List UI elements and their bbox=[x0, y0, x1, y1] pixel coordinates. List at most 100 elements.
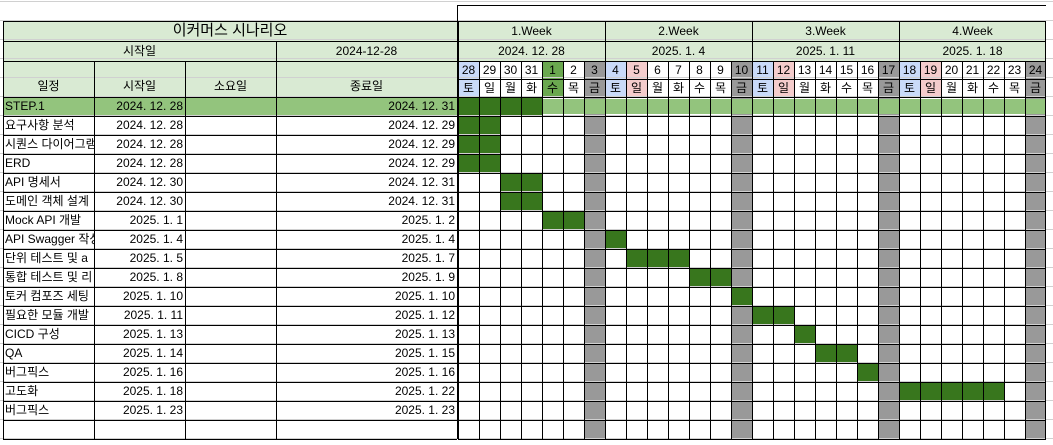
task-end[interactable]: 2025. 1. 4 bbox=[401, 232, 455, 246]
task-duration[interactable] bbox=[185, 116, 276, 135]
task-start[interactable]: 2025. 1. 1 bbox=[129, 213, 183, 227]
task-duration[interactable] bbox=[185, 154, 276, 173]
day-of-week[interactable]: 수 bbox=[840, 81, 853, 95]
task-start[interactable]: 2024. 12. 30 bbox=[116, 175, 183, 189]
sheet-title[interactable]: 이커머스 시나리오 bbox=[3, 21, 457, 41]
day-number[interactable]: 8 bbox=[696, 63, 703, 77]
day-number[interactable]: 2 bbox=[570, 63, 577, 77]
day-of-week[interactable]: 금 bbox=[731, 79, 752, 97]
task-start[interactable]: 2024. 12. 28 bbox=[116, 137, 183, 151]
day-number[interactable]: 4 bbox=[605, 61, 626, 79]
task-duration[interactable] bbox=[185, 135, 276, 154]
day-of-week[interactable]: 화 bbox=[525, 81, 538, 95]
task-name[interactable]: 고도화 bbox=[5, 384, 39, 398]
task-duration[interactable] bbox=[185, 401, 276, 420]
task-start[interactable]: 2025. 1. 10 bbox=[122, 289, 183, 303]
day-of-week[interactable]: 토 bbox=[458, 79, 479, 97]
day-of-week[interactable]: 일 bbox=[483, 81, 496, 95]
task-duration[interactable] bbox=[185, 192, 276, 211]
day-of-week[interactable]: 일 bbox=[920, 79, 941, 97]
start-label-cell[interactable]: 시작일 bbox=[3, 41, 276, 61]
task-duration[interactable] bbox=[185, 268, 276, 287]
day-number[interactable]: 19 bbox=[920, 61, 941, 79]
task-name[interactable]: 단위 테스트 및 a bbox=[5, 251, 88, 265]
day-number[interactable]: 30 bbox=[503, 63, 518, 77]
task-end[interactable]: 2025. 1. 9 bbox=[401, 270, 455, 284]
task-duration[interactable] bbox=[185, 363, 276, 382]
day-number[interactable]: 13 bbox=[797, 63, 812, 77]
week-label[interactable]: 1.Week bbox=[458, 21, 605, 41]
header-end[interactable]: 종료일 bbox=[276, 61, 457, 97]
day-of-week[interactable]: 월 bbox=[798, 81, 811, 95]
day-number[interactable]: 6 bbox=[654, 63, 661, 77]
day-number[interactable]: 28 bbox=[458, 61, 479, 79]
task-name[interactable]: 버그픽스 bbox=[5, 365, 50, 379]
day-number[interactable]: 29 bbox=[482, 63, 497, 77]
day-of-week[interactable]: 월 bbox=[504, 81, 517, 95]
day-of-week[interactable]: 화 bbox=[966, 81, 979, 95]
task-start[interactable]: 2024. 12. 30 bbox=[116, 194, 183, 208]
week-date[interactable]: 2025. 1. 11 bbox=[752, 41, 899, 61]
day-number[interactable]: 10 bbox=[731, 61, 752, 79]
task-end[interactable]: 2024. 12. 31 bbox=[388, 175, 455, 189]
day-number[interactable]: 18 bbox=[899, 61, 920, 79]
day-of-week[interactable]: 목 bbox=[1008, 81, 1021, 95]
day-number[interactable]: 20 bbox=[944, 63, 959, 77]
task-name[interactable]: 시퀀스 다이어그램 bbox=[5, 137, 94, 151]
task-start[interactable]: 2025. 1. 18 bbox=[122, 384, 183, 398]
task-duration[interactable] bbox=[185, 344, 276, 363]
task-end[interactable]: 2025. 1. 16 bbox=[394, 365, 455, 379]
task-start[interactable]: 2024. 12. 28 bbox=[116, 118, 183, 132]
task-name[interactable]: 도메인 객체 설계 bbox=[5, 194, 89, 208]
day-number[interactable]: 15 bbox=[839, 63, 854, 77]
task-end[interactable]: 2025. 1. 13 bbox=[394, 327, 455, 341]
task-name[interactable]: CICD 구성 bbox=[5, 327, 60, 341]
day-of-week[interactable]: 토 bbox=[899, 79, 920, 97]
task-duration[interactable] bbox=[185, 97, 276, 116]
task-name[interactable]: 토커 컴포즈 세팅 bbox=[5, 289, 89, 303]
task-start[interactable]: 2025. 1. 11 bbox=[123, 308, 183, 322]
day-number[interactable]: 22 bbox=[986, 63, 1001, 77]
task-end[interactable]: 2025. 1. 22 bbox=[394, 384, 455, 398]
day-number[interactable]: 9 bbox=[717, 63, 724, 77]
header-task[interactable]: 일정 bbox=[3, 61, 94, 97]
day-of-week[interactable]: 토 bbox=[605, 79, 626, 97]
task-duration[interactable] bbox=[185, 211, 276, 230]
task-end[interactable]: 2024. 12. 29 bbox=[388, 118, 455, 132]
task-end[interactable]: 2024. 12. 29 bbox=[388, 137, 455, 151]
day-of-week[interactable]: 수 bbox=[693, 81, 706, 95]
task-end[interactable] bbox=[276, 420, 457, 439]
task-end[interactable]: 2025. 1. 2 bbox=[401, 213, 455, 227]
task-name[interactable]: ERD bbox=[5, 156, 31, 170]
task-name[interactable]: QA bbox=[5, 346, 23, 360]
task-start[interactable]: 2025. 1. 4 bbox=[129, 232, 183, 246]
day-of-week[interactable]: 금 bbox=[878, 79, 899, 97]
day-number[interactable]: 21 bbox=[965, 63, 980, 77]
header-duration[interactable]: 소요일 bbox=[185, 61, 276, 97]
day-number[interactable]: 23 bbox=[1007, 63, 1022, 77]
task-start[interactable]: 2024. 12. 28 bbox=[116, 156, 183, 170]
task-start[interactable]: 2025. 1. 13 bbox=[122, 327, 183, 341]
day-of-week[interactable]: 일 bbox=[626, 79, 647, 97]
day-number[interactable]: 7 bbox=[675, 63, 682, 77]
task-duration[interactable] bbox=[185, 306, 276, 325]
day-of-week[interactable]: 월 bbox=[651, 81, 664, 95]
day-number[interactable]: 16 bbox=[860, 63, 875, 77]
day-number[interactable]: 3 bbox=[584, 61, 605, 79]
task-start[interactable]: 2025. 1. 16 bbox=[122, 365, 183, 379]
task-duration[interactable] bbox=[185, 230, 276, 249]
header-start[interactable]: 시작일 bbox=[94, 61, 185, 97]
task-name[interactable]: API 명세서 bbox=[5, 175, 61, 189]
task-duration[interactable] bbox=[185, 249, 276, 268]
day-of-week[interactable]: 수 bbox=[542, 79, 563, 97]
task-start[interactable]: 2025. 1. 8 bbox=[129, 270, 183, 284]
task-duration[interactable] bbox=[185, 173, 276, 192]
task-duration[interactable] bbox=[185, 420, 276, 439]
day-number[interactable]: 12 bbox=[773, 61, 794, 79]
day-number[interactable]: 31 bbox=[524, 63, 539, 77]
day-number[interactable]: 1 bbox=[542, 61, 563, 79]
day-of-week[interactable]: 월 bbox=[945, 81, 958, 95]
task-name[interactable]: 요구사항 분석 bbox=[5, 118, 75, 132]
day-of-week[interactable]: 목 bbox=[714, 81, 727, 95]
day-number[interactable]: 14 bbox=[818, 63, 833, 77]
